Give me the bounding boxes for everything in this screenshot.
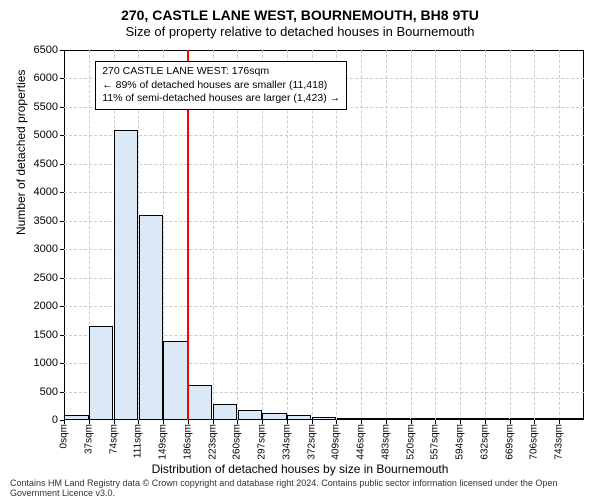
xtick-label: 74sqm (108, 420, 119, 454)
xtick-label: 37sqm (83, 420, 94, 454)
histogram-bar (188, 385, 212, 420)
gridline-h (64, 164, 584, 165)
xtick-mark (163, 420, 164, 424)
ytick-mark (60, 249, 64, 250)
gridline-v (361, 50, 362, 420)
xtick-label: 297sqm (257, 420, 268, 460)
histogram-bar (139, 215, 163, 420)
xtick-mark (361, 420, 362, 424)
gridline-v (386, 50, 387, 420)
xtick-label: 260sqm (232, 420, 243, 460)
chart-title: 270, CASTLE LANE WEST, BOURNEMOUTH, BH8 … (0, 0, 600, 24)
ytick-mark (60, 78, 64, 79)
xtick-mark (485, 420, 486, 424)
xtick-label: 149sqm (158, 420, 169, 460)
xtick-label: 186sqm (182, 420, 193, 460)
gridline-h (64, 192, 584, 193)
gridline-v (435, 50, 436, 420)
ytick-mark (60, 192, 64, 193)
xtick-label: 557sqm (430, 420, 441, 460)
xtick-mark (411, 420, 412, 424)
gridline-v (460, 50, 461, 420)
xtick-label: 0sqm (59, 420, 70, 448)
xtick-label: 446sqm (356, 420, 367, 460)
footnote: Contains HM Land Registry data © Crown c… (10, 478, 590, 498)
x-axis-label: Distribution of detached houses by size … (0, 462, 600, 476)
histogram-bar (163, 341, 187, 420)
gridline-v (534, 50, 535, 420)
xtick-label: 111sqm (133, 420, 144, 458)
xtick-label: 743sqm (554, 420, 565, 460)
xtick-mark (64, 420, 65, 424)
y-axis-label: Number of detached properties (14, 70, 28, 235)
ytick-mark (60, 107, 64, 108)
gridline-v (510, 50, 511, 420)
gridline-v (411, 50, 412, 420)
xtick-label: 483sqm (380, 420, 391, 460)
xtick-mark (510, 420, 511, 424)
xtick-mark (138, 420, 139, 424)
gridline-h (64, 135, 584, 136)
xtick-label: 520sqm (405, 420, 416, 460)
xtick-label: 372sqm (306, 420, 317, 460)
gridline-v (485, 50, 486, 420)
xtick-label: 334sqm (281, 420, 292, 460)
xtick-mark (89, 420, 90, 424)
ytick-mark (60, 278, 64, 279)
gridline-v (559, 50, 560, 420)
xtick-mark (460, 420, 461, 424)
chart-subtitle: Size of property relative to detached ho… (0, 24, 600, 43)
plot-area: 0500100015002000250030003500400045005000… (64, 50, 584, 420)
annotation-line: ← 89% of detached houses are smaller (11… (102, 79, 340, 93)
ytick-mark (60, 135, 64, 136)
xtick-mark (114, 420, 115, 424)
xtick-label: 223sqm (207, 420, 218, 460)
xtick-mark (559, 420, 560, 424)
histogram-bar (213, 404, 237, 420)
histogram-bar (114, 130, 138, 420)
annotation-box: 270 CASTLE LANE WEST: 176sqm← 89% of det… (95, 61, 347, 110)
ytick-mark (60, 392, 64, 393)
xtick-mark (312, 420, 313, 424)
ytick-mark (60, 363, 64, 364)
histogram-bar (89, 326, 113, 420)
ytick-mark (60, 164, 64, 165)
xtick-mark (188, 420, 189, 424)
xtick-mark (262, 420, 263, 424)
histogram-bar (262, 413, 286, 420)
xtick-mark (336, 420, 337, 424)
xtick-mark (213, 420, 214, 424)
xtick-label: 632sqm (479, 420, 490, 460)
xtick-label: 669sqm (504, 420, 515, 460)
annotation-line: 270 CASTLE LANE WEST: 176sqm (102, 65, 340, 79)
xtick-label: 706sqm (529, 420, 540, 460)
xtick-mark (287, 420, 288, 424)
ytick-mark (60, 221, 64, 222)
xtick-mark (435, 420, 436, 424)
xtick-mark (237, 420, 238, 424)
ytick-mark (60, 306, 64, 307)
xtick-mark (386, 420, 387, 424)
histogram-bar (238, 410, 262, 420)
ytick-mark (60, 335, 64, 336)
annotation-line: 11% of semi-detached houses are larger (… (102, 92, 340, 106)
xtick-mark (534, 420, 535, 424)
ytick-mark (60, 50, 64, 51)
xtick-label: 594sqm (455, 420, 466, 460)
chart-container: 270, CASTLE LANE WEST, BOURNEMOUTH, BH8 … (0, 0, 600, 500)
xtick-label: 409sqm (331, 420, 342, 460)
